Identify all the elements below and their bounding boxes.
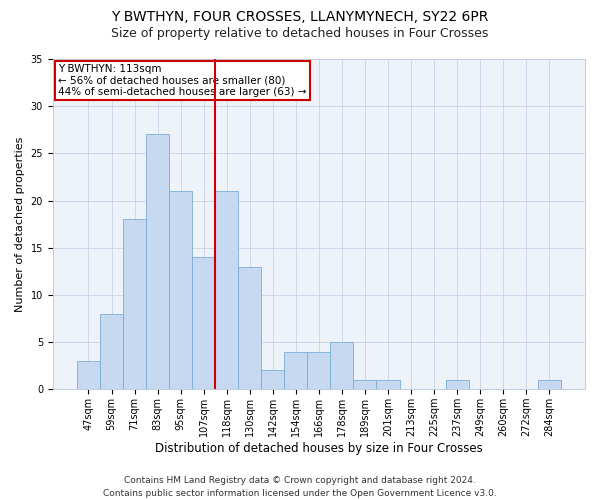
Bar [538,380,561,390]
Y-axis label: Number of detached properties: Number of detached properties [15,136,25,312]
Text: Y BWTHYN, FOUR CROSSES, LLANYMYNECH, SY22 6PR: Y BWTHYN, FOUR CROSSES, LLANYMYNECH, SY2… [112,10,488,24]
Bar [238,266,261,390]
Text: Contains HM Land Registry data © Crown copyright and database right 2024.
Contai: Contains HM Land Registry data © Crown c… [103,476,497,498]
Bar [215,191,238,390]
Bar [446,380,469,390]
Bar [353,380,376,390]
Bar [123,220,146,390]
Bar [284,352,307,390]
Bar [100,314,123,390]
Bar [307,352,331,390]
Bar [192,257,215,390]
Text: Y BWTHYN: 113sqm
← 56% of detached houses are smaller (80)
44% of semi-detached : Y BWTHYN: 113sqm ← 56% of detached house… [58,64,307,97]
Bar [169,191,192,390]
Bar [376,380,400,390]
Bar [261,370,284,390]
Bar [331,342,353,390]
Bar [146,134,169,390]
Bar [77,361,100,390]
X-axis label: Distribution of detached houses by size in Four Crosses: Distribution of detached houses by size … [155,442,483,455]
Text: Size of property relative to detached houses in Four Crosses: Size of property relative to detached ho… [112,28,488,40]
